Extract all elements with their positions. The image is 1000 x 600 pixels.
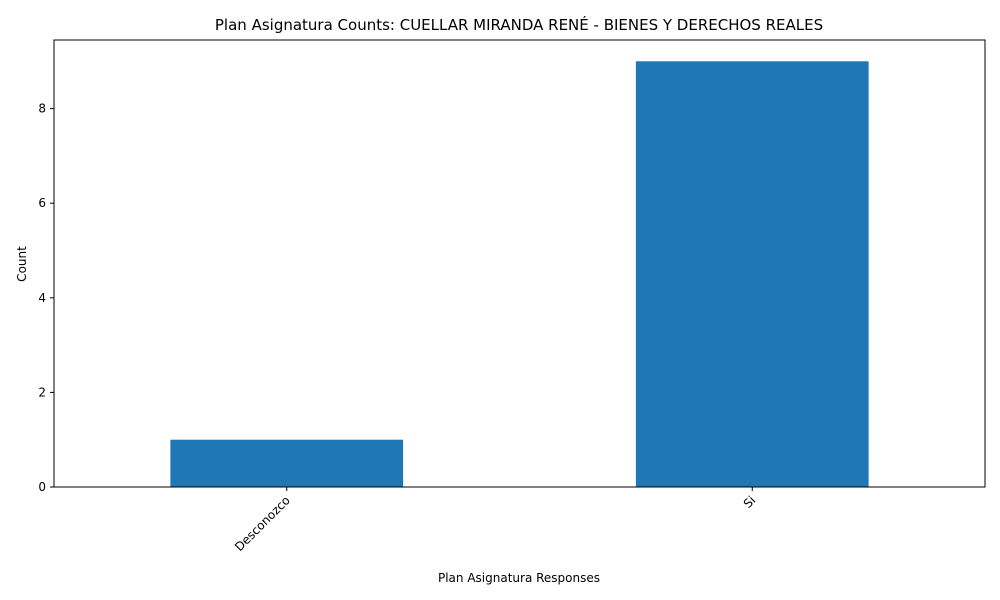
x-axis: Desconozco Si	[232, 487, 758, 554]
y-tick-label: 0	[38, 480, 46, 494]
plot-frame	[53, 39, 986, 488]
x-axis-label: Plan Asignatura Responses	[438, 571, 600, 585]
y-tick-label: 4	[38, 291, 46, 305]
y-axis: 0 2 4 6 8	[38, 102, 54, 494]
y-tick-label: 6	[38, 196, 46, 210]
bar-si	[635, 61, 869, 488]
x-tick-label: Si	[741, 493, 759, 511]
y-tick-label: 8	[38, 102, 46, 116]
y-axis-label: Count	[15, 246, 29, 282]
bar-desconozco	[170, 439, 404, 487]
x-tick-label: Desconozco	[232, 493, 293, 554]
plot-area	[53, 39, 986, 488]
y-tick-label: 2	[38, 385, 46, 399]
chart-title: Plan Asignatura Counts: CUELLAR MIRANDA …	[215, 15, 823, 34]
